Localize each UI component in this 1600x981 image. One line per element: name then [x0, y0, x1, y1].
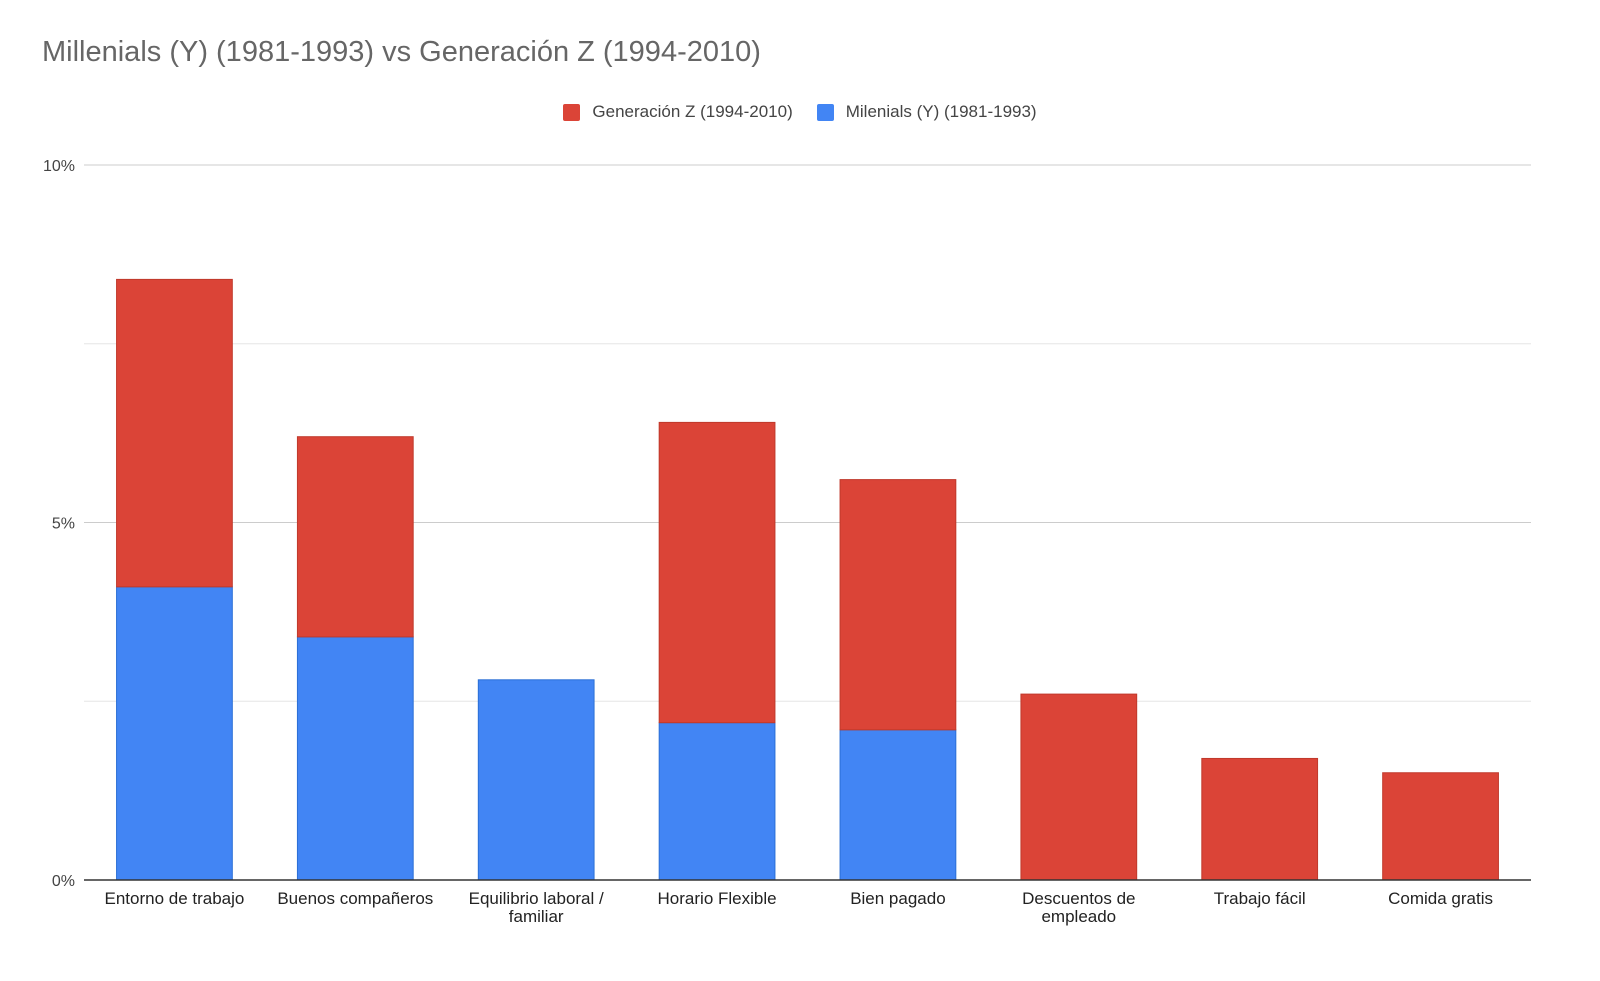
legend-swatch-generacion-z [563, 103, 581, 121]
legend-label-milenials: Milenials (Y) (1981-1993) [845, 102, 1037, 121]
x-tick-label-2-line-1: familiar [509, 907, 564, 926]
y-tick-label-1: 5% [52, 516, 75, 533]
legend-item-milenials[interactable]: Milenials (Y) (1981-1993) [816, 102, 1037, 122]
bar-generacion-z-1[interactable] [296, 436, 414, 638]
y-tick-label-0: 0% [52, 873, 75, 890]
legend-label-generacion-z: Generación Z (1994-2010) [592, 102, 793, 121]
x-tick-label-2: Equilibrio laboral / [469, 889, 604, 908]
x-tick-label-1: Buenos compañeros [277, 889, 433, 908]
bar-generacion-z-0[interactable] [116, 278, 233, 588]
x-tick-label-0: Entorno de trabajo [104, 889, 244, 908]
bar-milenials-1[interactable] [296, 636, 414, 881]
legend-swatch-milenials [816, 103, 834, 121]
y-tick-label-2: 10% [43, 158, 75, 175]
x-tick-label-7: Comida gratis [1388, 889, 1493, 908]
x-tick-label-5-line-1: empleado [1041, 907, 1116, 926]
bar-generacion-z-7[interactable] [1382, 772, 1499, 881]
x-tick-label-6: Trabajo fácil [1214, 889, 1306, 908]
bar-generacion-z-5[interactable] [1020, 693, 1138, 881]
x-tick-label-5: Descuentos de [1022, 889, 1135, 908]
bar-milenials-0[interactable] [116, 586, 233, 881]
bar-generacion-z-3[interactable] [658, 421, 776, 724]
x-tick-label-4: Bien pagado [850, 889, 945, 908]
bar-generacion-z-6[interactable] [1201, 757, 1319, 881]
bar-milenials-2[interactable] [477, 679, 595, 881]
legend: Generación Z (1994-2010) Milenials (Y) (… [0, 102, 1600, 122]
bar-milenials-3[interactable] [658, 722, 776, 881]
chart-title: Millenials (Y) (1981-1993) vs Generación… [42, 36, 761, 68]
x-tick-label-3: Horario Flexible [658, 889, 777, 908]
bar-generacion-z-4[interactable] [839, 479, 957, 731]
legend-item-generacion-z[interactable]: Generación Z (1994-2010) [563, 102, 793, 122]
bar-milenials-4[interactable] [839, 729, 957, 881]
